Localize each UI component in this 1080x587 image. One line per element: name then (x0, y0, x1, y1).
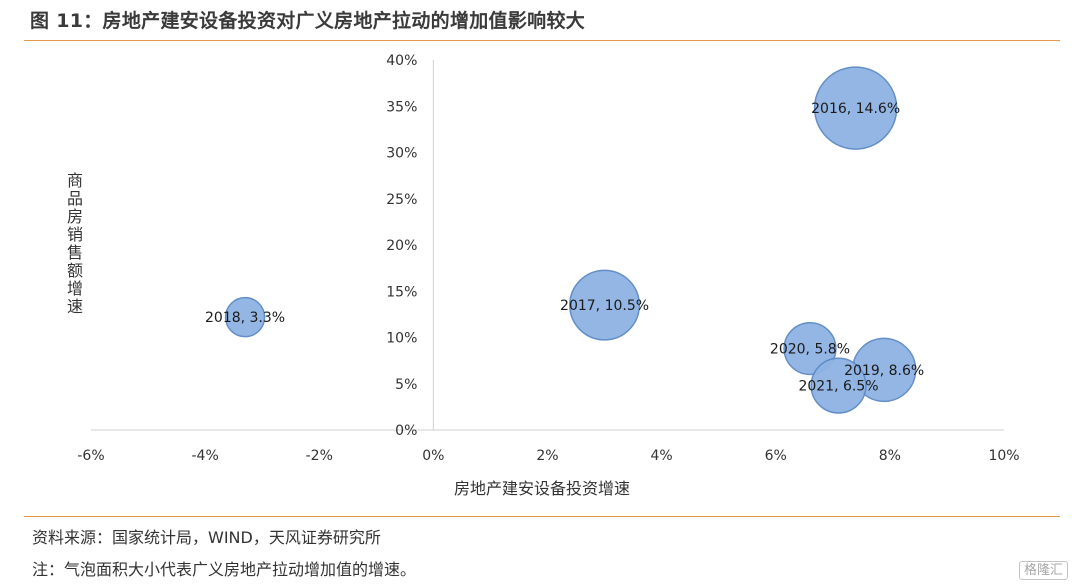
x-tick-label: -2% (306, 448, 333, 464)
data-labels: 2016, 14.6% 2017, 10.5% 2018, 3.3% 2019, 8.… (205, 101, 924, 395)
y-tick-label: 20% (386, 238, 417, 254)
bubble-series (224, 66, 917, 414)
y-tick-label: 40% (386, 53, 417, 69)
bubble-size-note: 注：气泡面积大小代表广义房地产拉动增加值的增速。 (32, 560, 417, 579)
y-tick-label: 35% (386, 99, 417, 115)
source-note: 资料来源：国家统计局，WIND，天风证券研究所 (32, 528, 381, 547)
y-tick-label: 15% (386, 284, 417, 300)
y-tick-labels: 0% 5% 10% 15% 20% 25% 30% 35% 40% (386, 53, 417, 439)
y-tick-label: 5% (395, 377, 417, 393)
bubble-data-label: 2021, 6.5% (798, 379, 878, 395)
bubble-data-label: 2019, 8.6% (844, 363, 924, 379)
watermark-logo: 格隆汇 (1018, 561, 1068, 580)
x-axis-title: 房地产建安设备投资增速 (454, 479, 630, 498)
y-tick-label: 10% (386, 331, 417, 347)
bubble (569, 269, 641, 341)
x-tick-label: 10% (988, 448, 1019, 464)
bubble-chart: -6% -4% -2% 0% 2% 4% 6% 8% 10% 0% 5% 10% 15% 20% 25% 3… (67, 53, 1020, 498)
y-tick-label: 25% (386, 192, 417, 208)
y-axis-title: 商品房销售额增速 (67, 171, 83, 316)
x-tick-label: 0% (422, 448, 444, 464)
footer-divider (24, 516, 1060, 517)
x-tick-labels: -6% -4% -2% 0% 2% 4% 6% 8% 10% (77, 448, 1019, 464)
x-tick-label: 6% (765, 448, 787, 464)
y-tick-label: 0% (395, 423, 417, 439)
x-tick-label: -4% (191, 448, 218, 464)
x-tick-label: 2% (536, 448, 558, 464)
bubble-data-label: 2018, 3.3% (205, 310, 285, 326)
figure-title: 图 11：房地产建安设备投资对广义房地产拉动的增加值影响较大 (30, 10, 586, 32)
x-tick-label: 4% (651, 448, 673, 464)
bubble (810, 357, 867, 414)
x-tick-label: 8% (879, 448, 901, 464)
bubble-data-label: 2016, 14.6% (811, 101, 900, 117)
bubble (813, 66, 898, 150)
bubble-data-label: 2020, 5.8% (770, 342, 850, 358)
y-tick-label: 30% (386, 146, 417, 162)
title-divider (24, 40, 1060, 41)
x-tick-label: -6% (77, 448, 104, 464)
bubble (783, 322, 837, 376)
bubble (224, 296, 266, 338)
bubble-data-label: 2017, 10.5% (560, 298, 649, 314)
